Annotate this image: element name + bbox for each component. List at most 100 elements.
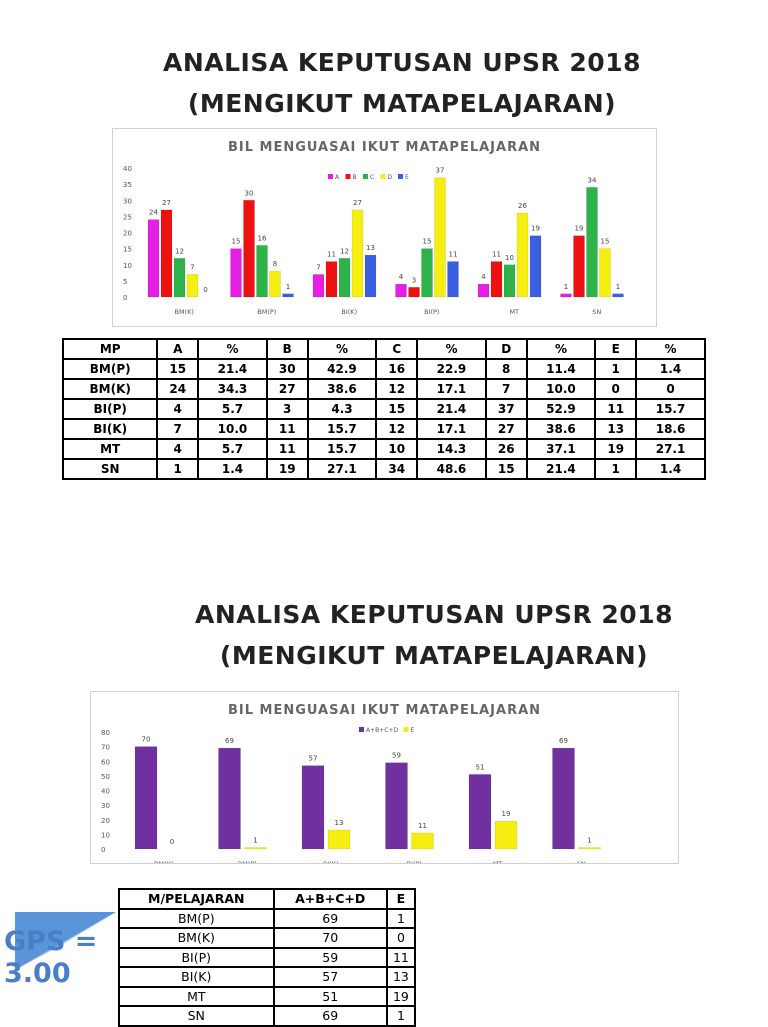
bar-A+B+C+D-MT: [468, 774, 492, 850]
table-cell: 13: [385, 966, 417, 988]
data-label: 4: [399, 273, 404, 281]
table-cell: BM(P): [61, 358, 159, 380]
bar-E-BI(K): [364, 254, 377, 298]
table-cell: 11: [385, 946, 417, 968]
table-cell: 37: [484, 398, 528, 420]
x-tick-label: BI(K): [341, 308, 357, 316]
table-cell: 11: [265, 418, 309, 440]
table-cell: 4: [156, 398, 200, 420]
column-header: A: [156, 338, 200, 360]
table-cell: 69: [272, 907, 388, 929]
table-cell: 70: [272, 927, 388, 949]
table-cell: 15.7: [306, 418, 378, 440]
data-label: 3: [412, 276, 416, 284]
table-cell: 5.7: [197, 438, 268, 460]
bar-E-BI(K): [327, 829, 351, 850]
bar-E-MT: [494, 820, 518, 850]
bar-A-MT: [477, 283, 490, 298]
bar-C-BI(K): [338, 258, 351, 298]
bar-A-BM(P): [230, 248, 242, 298]
data-label: 27: [162, 199, 171, 207]
y-tick-label: 0: [123, 294, 127, 302]
bar-B-MT: [490, 261, 503, 298]
table-cell: 14.3: [416, 438, 487, 460]
table-cell: 1: [594, 358, 638, 380]
column-header: B: [265, 338, 309, 360]
data-label: 8: [273, 260, 277, 268]
legend-label: C: [370, 174, 374, 181]
table-cell: BM(K): [61, 378, 159, 400]
x-tick-label: BM(K): [175, 308, 194, 316]
legend-swatch: [359, 727, 364, 732]
data-label: 37: [436, 167, 445, 175]
bar-E-BI(P): [411, 832, 434, 850]
table-cell: 11: [265, 438, 309, 460]
table-cell: 0: [385, 927, 417, 949]
y-tick-label: 60: [101, 758, 110, 766]
table-cell: 1: [385, 1005, 417, 1027]
table-cell: 11: [594, 398, 638, 420]
table-cell: 12: [375, 418, 419, 440]
title-line1: ANALISA KEPUTUSAN UPSR 2018: [195, 600, 673, 629]
bar-C-BI(P): [421, 248, 433, 298]
section1-title: ANALISA KEPUTUSAN UPSR 2018 (MENGIKUT MA…: [100, 45, 704, 122]
table-cell: 37.1: [525, 438, 597, 460]
table-cell: 27.1: [635, 438, 706, 460]
y-tick-label: 50: [101, 773, 110, 781]
table-cell: BI(K): [61, 418, 159, 440]
data-label: 70: [142, 736, 151, 744]
table-cell: 5.7: [197, 398, 268, 420]
bar-B-BM(K): [160, 209, 173, 298]
chart-title: BIL MENGUASAI IKUT MATAPELAJARAN: [228, 703, 541, 718]
bar-B-BI(P): [408, 287, 420, 298]
blue-banner-shape: [15, 912, 116, 970]
table-row: BI(P) 4 5.7 3 4.3 15 21.4 37 52.9 11 15.7: [61, 398, 706, 420]
y-tick-label: 70: [101, 744, 110, 752]
data-label: 11: [492, 251, 501, 259]
chart-1-svg: BIL MENGUASAI IKUT MATAPELAJARAN05101520…: [123, 140, 624, 316]
table-cell: 34: [375, 458, 419, 480]
table-cell: 1: [385, 907, 417, 929]
table-cell: 18.6: [635, 418, 706, 440]
bar-D-BI(K): [351, 209, 364, 298]
x-tick-label: BM(K): [154, 860, 173, 863]
column-header: A+B+C+D: [272, 888, 388, 910]
legend-label: A: [335, 174, 340, 181]
table-cell: MT: [118, 985, 275, 1007]
legend-swatch: [403, 727, 409, 732]
x-tick-label: SN: [577, 860, 586, 863]
y-tick-label: 5: [123, 278, 127, 286]
table-cell: MT: [61, 438, 159, 460]
bar-A+B+C+D-BM(P): [218, 747, 241, 850]
table-cell: 3: [265, 398, 309, 420]
table-row: BM(K) 70 0: [118, 927, 417, 949]
data-label: 13: [335, 819, 344, 827]
bar-A-BI(K): [312, 274, 325, 298]
table-cell: 8: [484, 358, 528, 380]
y-tick-label: 40: [101, 788, 110, 796]
summary-table: M/PELAJARAN A+B+C+D E BM(P) 69 1 BM(K) 70 0 BI(P)…: [118, 888, 417, 1027]
data-label: 7: [316, 263, 320, 271]
y-tick-label: 30: [101, 802, 110, 810]
column-header: M/PELAJARAN: [118, 888, 275, 910]
table-cell: 69: [272, 1005, 388, 1027]
data-label: 10: [505, 254, 514, 262]
column-header: E: [594, 338, 638, 360]
table-cell: 42.9: [306, 358, 378, 380]
y-tick-label: 10: [101, 831, 110, 839]
title-line2: (MENGIKUT MATAPELAJARAN): [219, 641, 649, 670]
bar-D-SN: [599, 248, 611, 298]
y-tick-label: 10: [123, 262, 132, 270]
table-row: BI(K) 57 13: [118, 966, 417, 988]
table-cell: 12: [375, 378, 419, 400]
legend-label: E: [411, 727, 415, 734]
data-label: 30: [245, 189, 254, 197]
y-tick-label: 15: [123, 246, 132, 254]
table-cell: 7: [156, 418, 200, 440]
chart-1: BIL MENGUASAI IKUT MATAPELAJARAN 0 5 10 15 20…: [112, 128, 657, 327]
x-tick-label: BM(P): [257, 308, 276, 316]
data-label: 15: [232, 238, 241, 246]
bar-C-BM(P): [256, 245, 268, 298]
table-cell: 57: [272, 966, 388, 988]
table-cell: 10.0: [525, 378, 597, 400]
